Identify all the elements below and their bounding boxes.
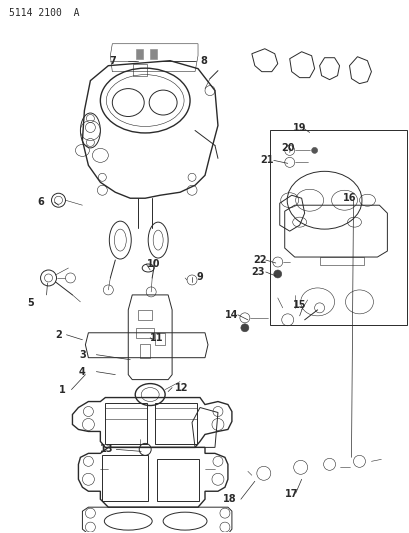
Text: 12: 12 (175, 383, 189, 393)
Bar (133, 63, 147, 76)
Bar (269, 131, 406, 325)
Text: 15: 15 (292, 300, 306, 310)
Bar (138, 310, 152, 320)
Text: 4: 4 (79, 367, 85, 377)
Text: 19: 19 (292, 124, 306, 133)
Bar (102, 455, 148, 501)
Bar (140, 344, 150, 358)
Text: 5: 5 (27, 298, 34, 308)
Text: 14: 14 (225, 310, 238, 320)
Text: 3: 3 (79, 350, 85, 360)
Text: 17: 17 (284, 489, 298, 499)
Circle shape (311, 148, 317, 154)
Bar (155, 333, 165, 345)
Text: 20: 20 (280, 143, 294, 154)
Text: 13: 13 (99, 445, 113, 454)
Text: 8: 8 (200, 56, 207, 66)
Text: 21: 21 (259, 155, 273, 165)
Text: 16: 16 (342, 193, 355, 203)
Bar (150, 49, 157, 59)
Text: 11: 11 (150, 333, 164, 343)
Bar (136, 49, 143, 59)
Text: 23: 23 (250, 267, 264, 277)
Bar (105, 402, 147, 445)
Text: 18: 18 (222, 494, 236, 504)
Bar (157, 459, 198, 501)
Circle shape (273, 270, 281, 278)
Text: 6: 6 (37, 197, 44, 207)
Text: 2: 2 (55, 330, 62, 340)
Bar (136, 328, 154, 338)
Text: 10: 10 (147, 259, 160, 269)
Text: 7: 7 (109, 56, 115, 66)
Bar (155, 402, 197, 445)
Text: 22: 22 (252, 255, 266, 265)
Circle shape (240, 324, 248, 332)
Text: 9: 9 (196, 272, 203, 282)
Text: 5114 2100  A: 5114 2100 A (9, 8, 79, 18)
Text: 1: 1 (59, 385, 66, 394)
